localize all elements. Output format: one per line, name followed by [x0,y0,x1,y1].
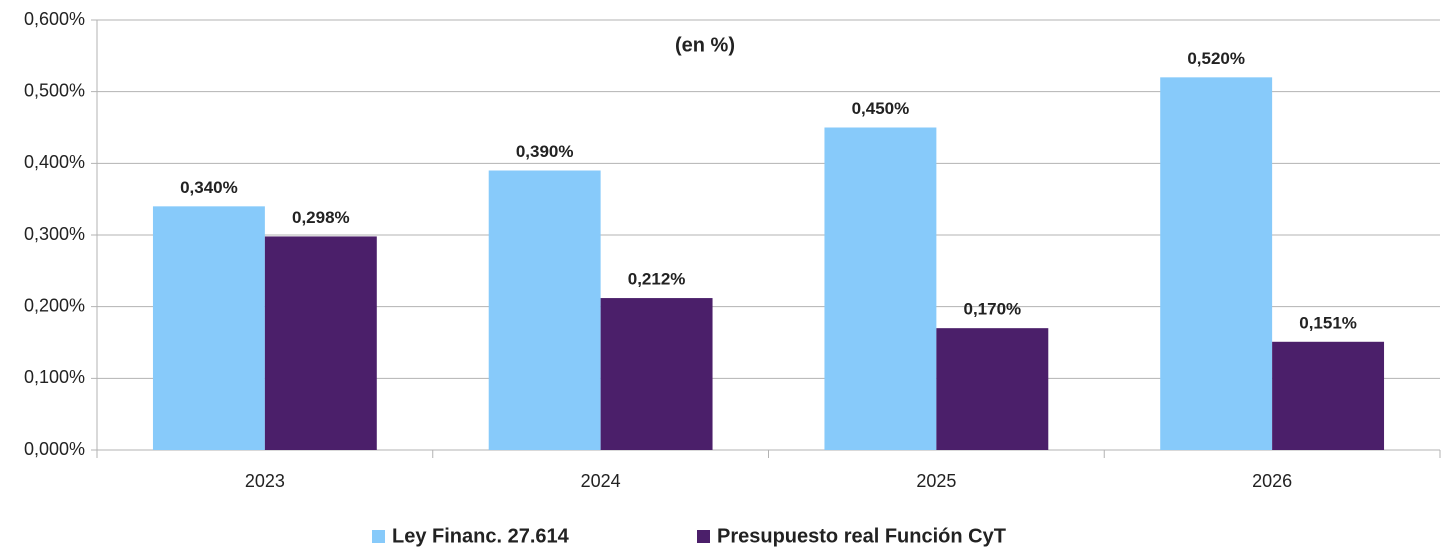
y-tick-label: 0,100% [24,367,85,387]
y-tick-label: 0,000% [24,439,85,459]
value-label: 0,212% [628,270,686,289]
y-tick-label: 0,400% [24,152,85,172]
x-tick-label: 2025 [916,471,956,491]
chart-title: (en %) [675,34,735,56]
legend-swatch [697,530,710,543]
legend-label: Presupuesto real Función CyT [717,525,1006,547]
bar [1272,341,1385,450]
x-tick-label: 2026 [1252,471,1292,491]
bar [488,170,601,450]
bar [600,298,713,450]
y-tick-label: 0,200% [24,295,85,315]
y-tick-label: 0,300% [24,224,85,244]
bar [936,328,1049,450]
legend-swatch [372,530,385,543]
bar [264,236,377,450]
value-label: 0,520% [1187,49,1245,68]
y-tick-label: 0,500% [24,80,85,100]
value-label: 0,450% [852,99,910,118]
x-tick-label: 2023 [245,471,285,491]
bar [1160,77,1273,450]
value-label: 0,170% [963,300,1021,319]
legend-label: Ley Financ. 27.614 [392,525,570,547]
value-label: 0,340% [180,178,238,197]
bar [152,206,265,450]
value-label: 0,151% [1299,313,1357,332]
y-tick-label: 0,600% [24,9,85,29]
bar [824,127,937,450]
x-tick-label: 2024 [581,471,621,491]
value-label: 0,298% [292,208,350,227]
value-label: 0,390% [516,142,574,161]
